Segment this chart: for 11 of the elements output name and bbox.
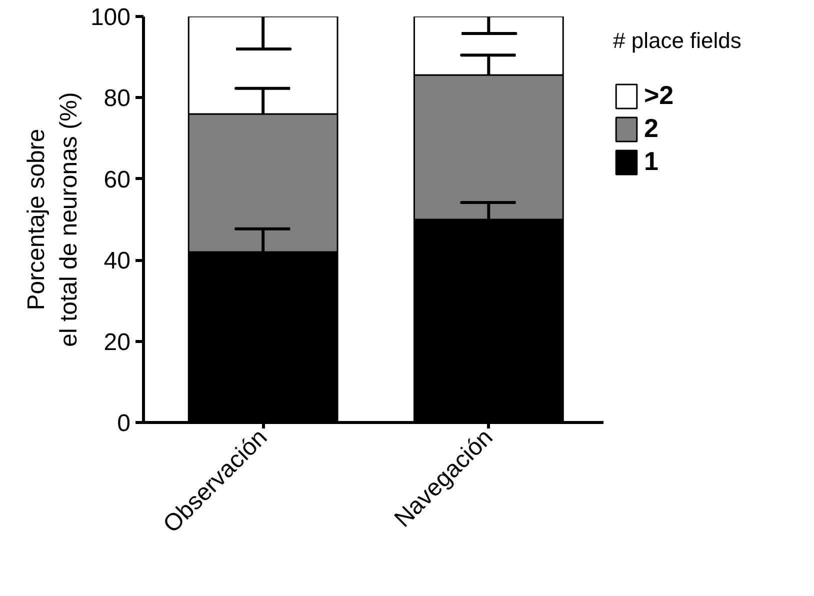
y-tick-label: 60	[104, 166, 131, 194]
y-tick-label: 20	[104, 328, 131, 356]
legend-label: >2	[644, 80, 674, 111]
y-axis-title: Porcentaje sobre el total de neuronas (%)	[23, 92, 82, 347]
legend-label: 1	[644, 146, 660, 177]
y-tick-label: 80	[104, 85, 131, 112]
legend-title: # place fields	[613, 28, 742, 54]
y-tick-label: 100	[90, 4, 131, 31]
y-tick-label: 40	[104, 248, 131, 275]
y-tick-label: 0	[117, 410, 131, 437]
legend-label: 2	[644, 113, 660, 144]
